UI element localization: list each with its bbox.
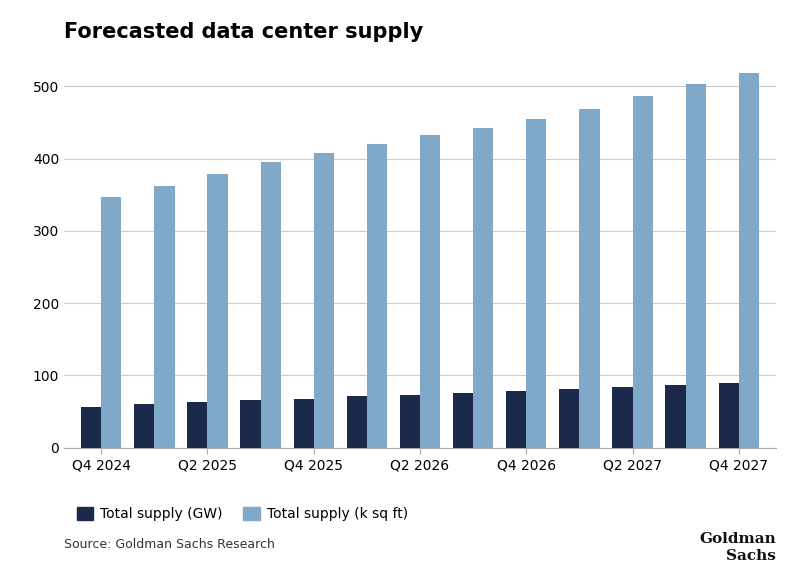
Bar (666, 385, 686, 448)
Legend: Total supply (GW), Total supply (k sq ft): Total supply (GW), Total supply (k sq ft… (71, 502, 414, 526)
Bar (526, 119, 546, 448)
Bar (187, 402, 207, 448)
Bar (346, 397, 367, 448)
Text: Forecasted data center supply: Forecasted data center supply (64, 22, 423, 42)
Bar (420, 135, 440, 448)
Text: Goldman
Sachs: Goldman Sachs (699, 532, 776, 563)
Bar (241, 400, 261, 448)
Bar (506, 391, 526, 448)
Bar (207, 174, 228, 448)
Bar (612, 387, 633, 448)
Bar (261, 162, 281, 448)
Bar (367, 144, 387, 448)
Bar (686, 84, 706, 448)
Bar (579, 108, 599, 448)
Text: Source: Goldman Sachs Research: Source: Goldman Sachs Research (64, 538, 275, 551)
Bar (453, 393, 473, 448)
Bar (314, 153, 334, 448)
Bar (559, 389, 579, 448)
Bar (294, 398, 314, 448)
Bar (473, 127, 494, 448)
Bar (739, 73, 759, 448)
Bar (400, 395, 420, 448)
Bar (81, 406, 101, 448)
Bar (101, 197, 122, 448)
Bar (718, 383, 739, 448)
Bar (134, 404, 154, 448)
Bar (154, 186, 174, 448)
Bar (633, 96, 653, 448)
